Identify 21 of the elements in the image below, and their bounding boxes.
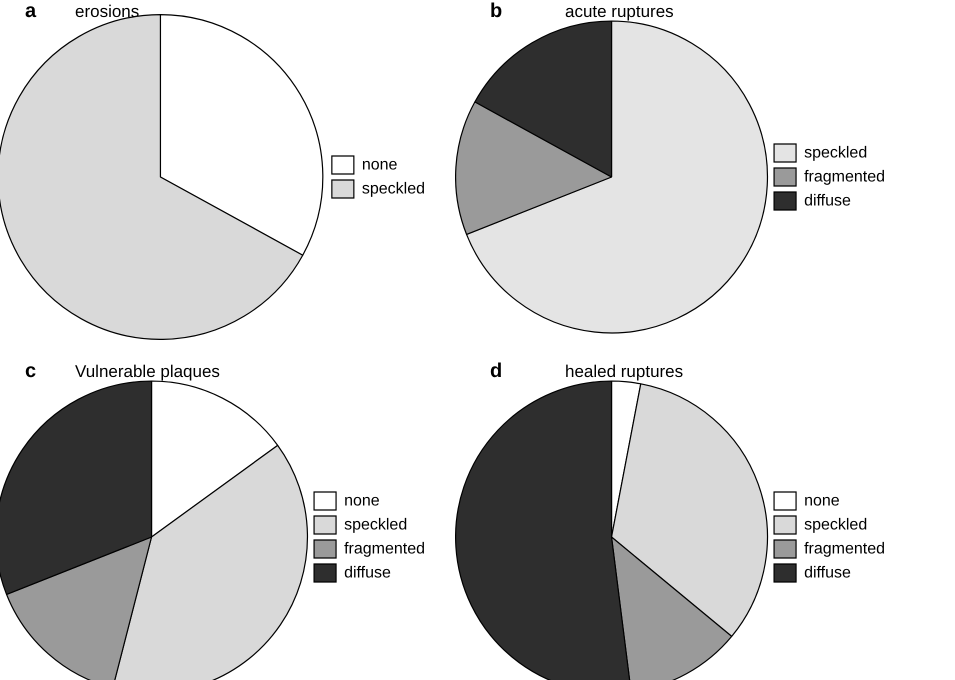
legend-label: diffuse (804, 192, 852, 210)
text: b (490, 0, 502, 23)
legend-label: none (344, 492, 380, 510)
legend-label: diffuse (804, 564, 852, 582)
legend-label: none (804, 492, 840, 510)
legend-label: speckled (804, 516, 868, 534)
text: c (25, 360, 36, 383)
chart-title: acute ruptures (565, 2, 674, 22)
legend-label: fragmented (804, 540, 885, 558)
legend-label: speckled (344, 516, 408, 534)
chart-title: Vulnerable plaques (75, 362, 220, 382)
legend-label: fragmented (804, 168, 885, 186)
legend-label: speckled (362, 180, 426, 198)
legend-label: speckled (804, 144, 868, 162)
text: d (490, 360, 502, 383)
text: a (25, 0, 36, 23)
legend-label: fragmented (344, 540, 425, 558)
chart-title: healed ruptures (565, 362, 684, 382)
legend-label: none (362, 156, 398, 174)
legend-label: diffuse (344, 564, 392, 582)
chart-title: erosions (75, 2, 140, 22)
